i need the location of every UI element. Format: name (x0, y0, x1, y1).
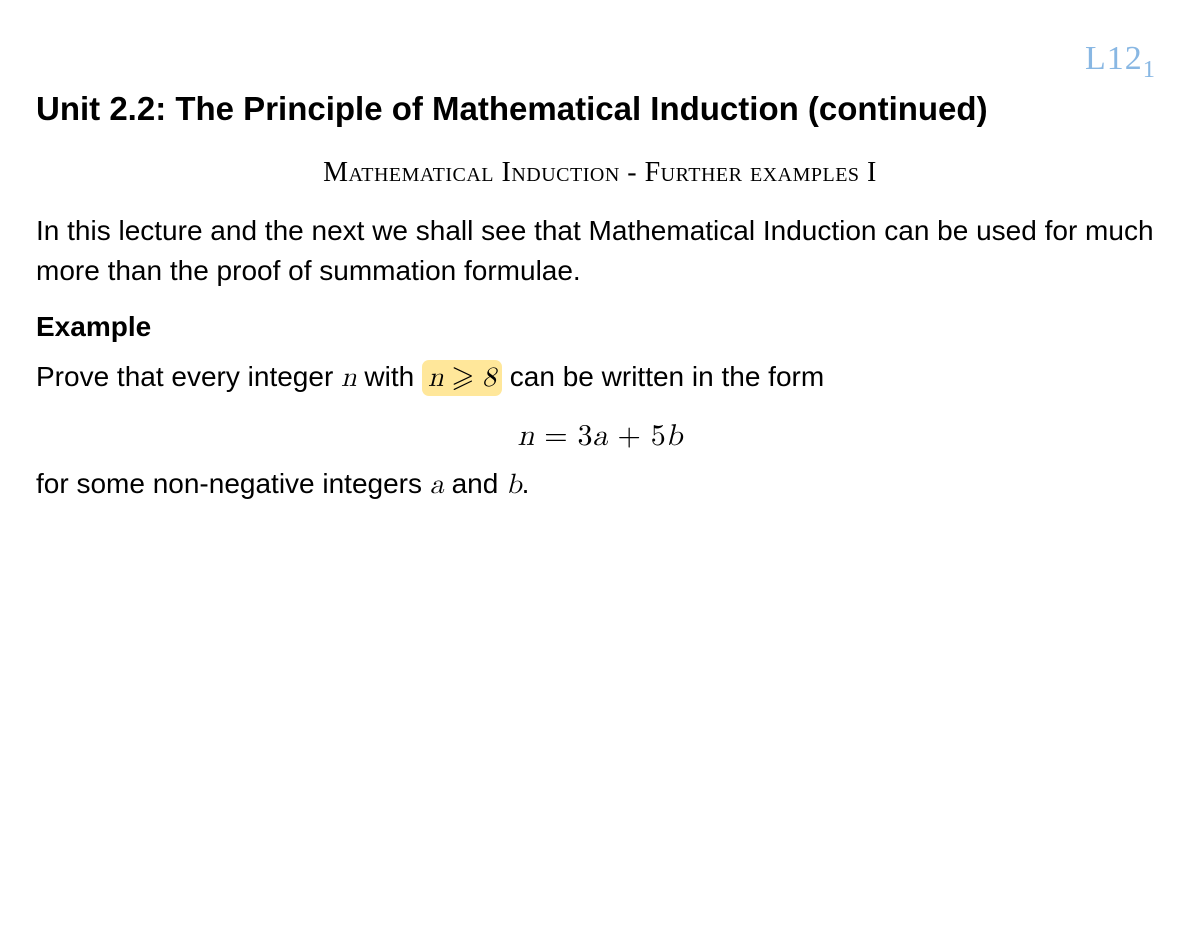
eq-b: b (666, 421, 683, 451)
eq-5: 5 (651, 421, 666, 451)
intro-paragraph: In this lecture and the next we shall se… (36, 211, 1164, 291)
display-equation: n = 3a + 5b (36, 418, 1164, 454)
var-a-inline: a (430, 471, 444, 499)
highlight-8: 8 (482, 364, 496, 392)
closing-part1: for some non-negative integers (36, 468, 430, 499)
subtitle-tail: I (860, 157, 877, 188)
closing-part2: and (444, 468, 506, 499)
prove-line: Prove that every integer n with n ⩾ 8 ca… (36, 357, 1164, 399)
highlight-n: n (428, 364, 444, 392)
page-title: Unit 2.2: The Principle of Mathematical … (36, 88, 1164, 129)
eq-a: a (593, 421, 608, 451)
eq-equals: = (534, 421, 577, 451)
closing-line: for some non-negative integers a and b. (36, 464, 1164, 506)
closing-part3: . (522, 468, 530, 499)
subtitle-smallcaps: Mathematical Induction - Further example… (323, 157, 859, 188)
eq-3: 3 (578, 421, 593, 451)
slide-number: L121 (36, 40, 1164, 84)
prove-part3: can be written in the form (502, 361, 824, 392)
geqslant-symbol: ⩾ (451, 361, 474, 393)
highlight-condition: n ⩾ 8 (422, 360, 502, 397)
var-b-inline: b (506, 471, 522, 499)
subtitle-wrap: Mathematical Induction - Further example… (36, 157, 1164, 189)
var-n-inline: n (341, 364, 357, 392)
slide-number-sub: 1 (1143, 56, 1156, 83)
prove-part1: Prove that every integer (36, 361, 341, 392)
prove-part2: with (357, 361, 422, 392)
slide-page: L121 Unit 2.2: The Principle of Mathemat… (0, 0, 1200, 566)
eq-lhs: n (518, 421, 535, 451)
slide-number-main: 12 (1107, 40, 1143, 77)
eq-plus: + (608, 421, 651, 451)
example-label: Example (36, 311, 1164, 343)
slide-number-prefix: L (1085, 40, 1107, 77)
